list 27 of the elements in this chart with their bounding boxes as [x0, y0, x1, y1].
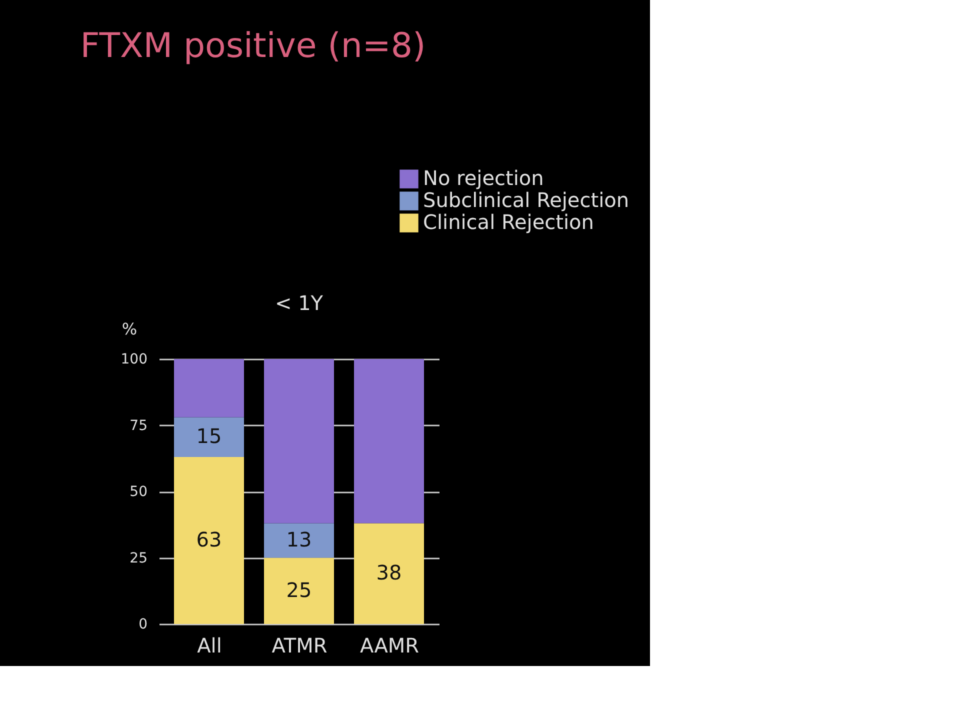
data-label: 15 [196, 424, 222, 448]
bar [354, 523, 424, 624]
bar [174, 417, 244, 458]
y-tick-label: 75 [130, 418, 148, 434]
y-tick-label: 50 [130, 484, 148, 500]
y-tick-label: 0 [138, 616, 148, 632]
y-tick-label: 100 [120, 352, 148, 368]
chart-title: FTXM positive (n=8) [80, 26, 426, 66]
bar [264, 523, 334, 558]
legend-label: Subclinical Rejection [423, 188, 630, 212]
data-label: 13 [286, 528, 312, 552]
bar [264, 558, 334, 624]
bar [354, 359, 424, 524]
legend-label: Clinical Rejection [423, 210, 594, 234]
data-label: 38 [376, 560, 402, 585]
x-tick-label: All [197, 634, 222, 658]
data-label: 25 [286, 578, 312, 602]
bar [264, 359, 334, 524]
bar [174, 457, 244, 624]
legend-label: No rejection [423, 166, 544, 190]
chart-subtitle: < 1Y [274, 291, 324, 315]
bar [174, 359, 244, 418]
data-label: 63 [196, 528, 222, 552]
x-tick-label: ATMR [272, 634, 328, 658]
y-axis-title: % [122, 320, 138, 338]
x-tick-label: AAMR [360, 634, 420, 658]
y-tick-label: 25 [130, 550, 148, 566]
